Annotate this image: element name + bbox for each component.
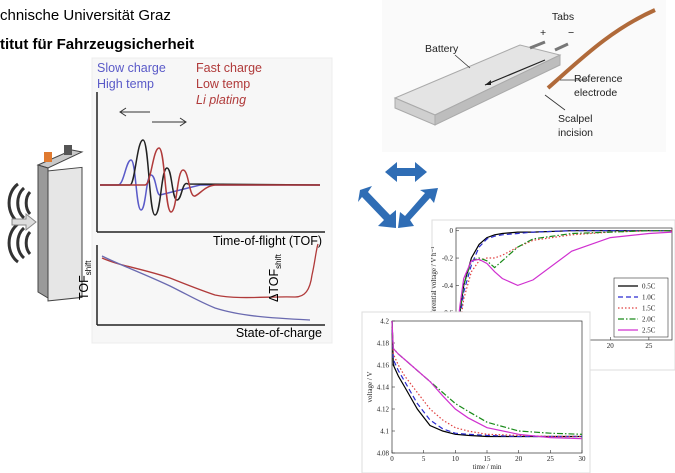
- y-tick-label: -0.2: [442, 255, 454, 263]
- label: +: [540, 27, 546, 39]
- header-line: titut für Fahrzeugsicherheit: [0, 36, 194, 53]
- legend-label: 0.5C: [642, 283, 656, 291]
- y-tick-label: 0: [450, 227, 454, 235]
- series-line: [391, 320, 583, 440]
- axis-label-main: ΔTOF: [267, 269, 281, 302]
- y-tick-label: 4.1: [380, 428, 389, 436]
- label: Fast charge: [196, 61, 262, 75]
- label: Li plating: [196, 93, 246, 107]
- label: Battery: [425, 43, 459, 55]
- tof-figure: Slow charge High temp Fast charge Low te…: [77, 57, 333, 344]
- label: incision: [558, 127, 593, 139]
- y-tick-label: 4.08: [377, 450, 390, 458]
- x-axis-label: time / min: [473, 463, 502, 471]
- battery-diagram: Tabs + − Battery Reference electrode Sca…: [382, 0, 666, 152]
- x-tick-label: 15: [484, 455, 492, 463]
- label: −: [568, 27, 574, 39]
- axis-label-main: TOF: [77, 275, 91, 300]
- x-tick-label: 20: [607, 342, 615, 350]
- x-tick-label: 20: [515, 455, 523, 463]
- x-tick-label: 30: [579, 455, 587, 463]
- x-tick-label: 25: [645, 342, 653, 350]
- x-tick-label: 10: [452, 455, 460, 463]
- series-line: [455, 231, 673, 341]
- axis-label-sub: shift: [274, 253, 283, 268]
- y-tick-label: 4.12: [377, 406, 390, 414]
- x-tick-label: 5: [422, 455, 426, 463]
- cycle-arrows: [358, 162, 438, 228]
- y-tick-label: 4.2: [380, 318, 389, 326]
- axis-label: Time-of-flight (TOF): [213, 234, 322, 248]
- x-tick-label: 25: [547, 455, 555, 463]
- series-line: [455, 230, 672, 341]
- cell-illustration: [7, 145, 84, 302]
- axis-label: TOFshift: [77, 260, 93, 300]
- header-line: chnische Universität Graz: [0, 7, 171, 24]
- y-tick-label: 4.16: [377, 362, 390, 370]
- y-axis-label: voltage / V: [366, 372, 374, 403]
- y-axis-label: differential voltage / V h⁻¹: [430, 247, 438, 322]
- legend-label: 1.5C: [642, 305, 656, 313]
- axis-label: State-of-charge: [236, 326, 322, 340]
- label: Scalpel: [558, 113, 592, 125]
- series-line: [391, 320, 582, 438]
- series-line: [391, 320, 582, 438]
- series-line: [455, 230, 672, 341]
- x-tick-label: 0: [390, 455, 394, 463]
- axis-label: ΔTOFshift: [267, 253, 283, 302]
- plots: 05101520250-0.2-0.4-0.6-0.8time / mindif…: [361, 219, 675, 473]
- axis-label-sub: shift: [84, 260, 93, 275]
- label: electrode: [574, 87, 617, 99]
- y-tick-label: 4.18: [377, 340, 390, 348]
- label: Tabs: [552, 11, 574, 23]
- label: Reference: [574, 73, 623, 85]
- label: Slow charge: [97, 61, 166, 75]
- y-tick-label: -0.4: [442, 282, 454, 290]
- label: Low temp: [196, 77, 250, 91]
- plot-background: [361, 311, 591, 473]
- series-line: [455, 230, 672, 341]
- label: High temp: [97, 77, 154, 91]
- legend-label: 2.5C: [642, 327, 656, 335]
- y-tick-label: 4.14: [377, 384, 390, 392]
- legend-label: 2.0C: [642, 316, 656, 324]
- legend-label: 1.0C: [642, 294, 656, 302]
